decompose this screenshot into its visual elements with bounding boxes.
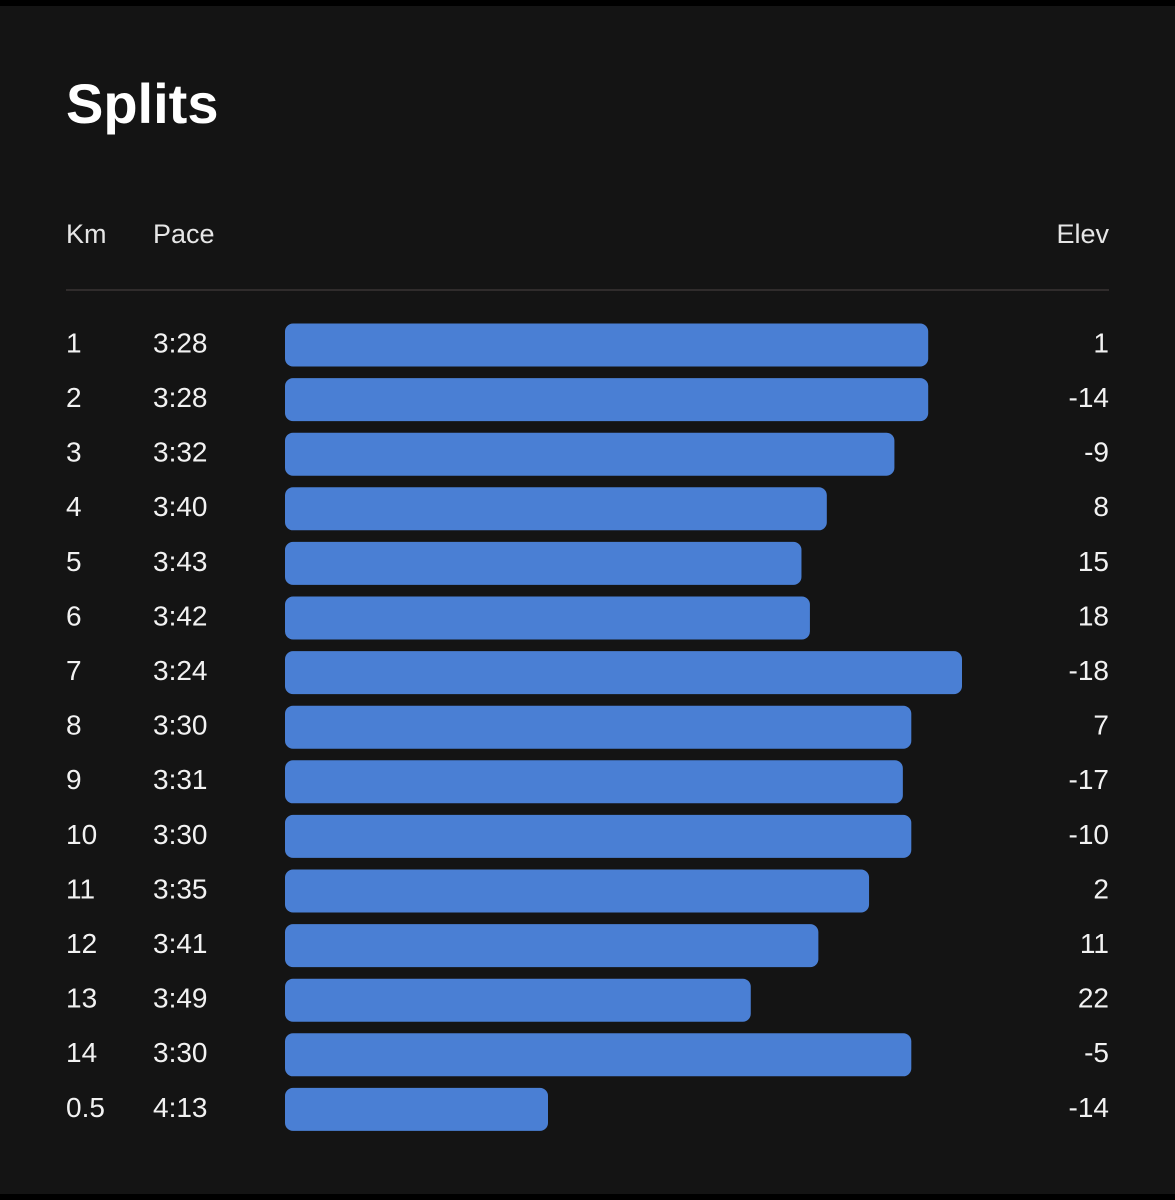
elev-label: 8 <box>1093 491 1109 522</box>
pace-bar <box>285 487 827 531</box>
pace-label: 3:28 <box>153 382 208 413</box>
pace-bar <box>285 432 895 476</box>
pace-label: 3:28 <box>153 327 208 358</box>
km-label: 4 <box>66 491 82 522</box>
pace-bar <box>285 705 912 749</box>
elev-label: 18 <box>1078 600 1109 631</box>
elev-label: 22 <box>1078 983 1109 1014</box>
km-label: 8 <box>66 710 82 741</box>
pace-bar <box>285 1087 548 1131</box>
elev-label: -10 <box>1069 819 1109 850</box>
pace-bar <box>285 924 819 968</box>
pace-bar <box>285 814 912 858</box>
km-label: 6 <box>66 600 82 631</box>
elev-label: -17 <box>1069 764 1109 795</box>
column-header: Km <box>66 219 107 249</box>
km-label: 2 <box>66 382 82 413</box>
pace-label: 3:41 <box>153 928 208 959</box>
elev-label: 2 <box>1093 873 1109 904</box>
elev-label: -5 <box>1084 1037 1109 1068</box>
elev-label: 1 <box>1093 327 1109 358</box>
pace-label: 3:32 <box>153 437 208 468</box>
pace-bar <box>285 596 810 640</box>
pace-bar <box>285 323 929 367</box>
pace-bar <box>285 378 929 422</box>
pace-label: 3:35 <box>153 873 208 904</box>
pace-label: 3:43 <box>153 546 208 577</box>
pace-label: 3:30 <box>153 819 208 850</box>
elev-label: 7 <box>1093 710 1109 741</box>
elev-label: -9 <box>1084 437 1109 468</box>
pace-label: 3:30 <box>153 1037 208 1068</box>
elev-label: -14 <box>1069 1092 1109 1123</box>
pace-bar <box>285 869 870 913</box>
pace-label: 3:31 <box>153 764 208 795</box>
elev-label: -14 <box>1069 382 1109 413</box>
pace-bar <box>285 1033 912 1077</box>
pace-label: 3:40 <box>153 491 208 522</box>
km-label: 9 <box>66 764 82 795</box>
km-label: 13 <box>66 983 97 1014</box>
km-label: 7 <box>66 655 82 686</box>
pace-bar <box>285 541 802 585</box>
pace-label: 3:24 <box>153 655 208 686</box>
km-label: 5 <box>66 546 82 577</box>
km-label: 0.5 <box>66 1092 105 1123</box>
pace-bar <box>285 760 903 804</box>
column-header: Elev <box>1056 219 1109 249</box>
pace-label: 3:30 <box>153 710 208 741</box>
elev-label: -18 <box>1069 655 1109 686</box>
pace-bar <box>285 651 962 695</box>
elev-label: 15 <box>1078 546 1109 577</box>
km-label: 10 <box>66 819 97 850</box>
elev-label: 11 <box>1080 928 1109 959</box>
km-label: 1 <box>66 327 82 358</box>
km-label: 12 <box>66 928 97 959</box>
pace-label: 3:42 <box>153 600 208 631</box>
pace-label: 3:49 <box>153 983 208 1014</box>
pace-bar <box>285 978 751 1022</box>
km-label: 14 <box>66 1037 97 1068</box>
column-header: Pace <box>153 219 215 249</box>
km-label: 3 <box>66 437 82 468</box>
km-label: 11 <box>66 873 95 904</box>
pace-label: 4:13 <box>153 1092 208 1123</box>
title: Splits <box>66 72 218 135</box>
